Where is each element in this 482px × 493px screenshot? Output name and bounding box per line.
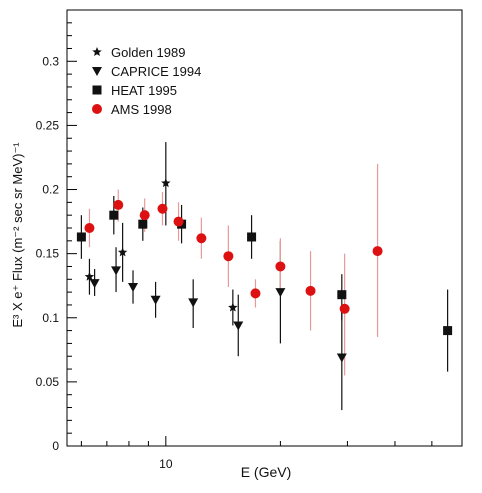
legend-label: CAPRICE 1994 [111, 64, 201, 79]
x-axis-label: E (GeV) [241, 464, 292, 480]
y-axis-ticks: 0 0.05 0.1 0.15 0.2 0.25 0.3 [36, 9, 77, 453]
legend-marker [92, 47, 102, 57]
heat-1995-point [247, 232, 257, 242]
heat-1995-point [138, 219, 148, 229]
legend: Golden 1989 CAPRICE 1994 HEAT 1995 AMS 1998 [92, 45, 201, 117]
legend-marker [92, 85, 102, 95]
legend-marker [92, 67, 102, 76]
ams-1998-point [196, 233, 207, 244]
legend-marker [92, 104, 102, 114]
ams-1998-point [223, 251, 234, 262]
heat-1995-point [443, 326, 453, 336]
y-tick-label: 0.15 [36, 247, 60, 261]
caprice-1994-point [150, 295, 161, 305]
caprice-1994-point [188, 298, 199, 308]
y-tick-label: 0.1 [42, 311, 59, 325]
ams-1998-point [139, 210, 150, 221]
ams-1998-point [173, 216, 184, 227]
caprice-1994-point [89, 279, 100, 289]
y-tick-label: 0.3 [42, 54, 59, 68]
error-bars [80, 142, 449, 411]
x-axis-ticks: 10 [80, 436, 463, 471]
heat-1995-point [76, 232, 86, 242]
ams-1998-point [339, 303, 350, 314]
ams-1998-point [250, 288, 261, 299]
y-tick-label: 0.25 [36, 118, 60, 132]
y-tick-label: 0.2 [42, 183, 59, 197]
ams-1998-point [157, 203, 168, 214]
ams-1998-point [305, 285, 316, 296]
caprice-1994-point [336, 353, 347, 363]
caprice-1994-point [233, 321, 244, 331]
golden-1989-point [117, 247, 128, 257]
ams-1998-point [275, 261, 286, 272]
ams-1998-point [113, 199, 124, 210]
caprice-1994-point [111, 266, 122, 276]
ams-1998-point [84, 223, 95, 233]
y-axis-label: E³ X e⁺ Flux (m⁻² sec sr MeV)⁻¹ [10, 142, 25, 328]
x-tick-label: 10 [159, 457, 173, 471]
golden-1989-point [228, 302, 238, 312]
heat-1995-point [337, 290, 347, 300]
legend-label: HEAT 1995 [111, 83, 177, 98]
legend-label: AMS 1998 [111, 102, 172, 117]
y-tick-label: 0 [52, 439, 59, 453]
ams-1998-point [372, 246, 383, 257]
y-tick-label: 0.05 [36, 375, 60, 389]
data-markers [76, 178, 453, 363]
caprice-1994-point [275, 288, 286, 298]
golden-1989-point [161, 178, 171, 188]
heat-1995-point [109, 210, 119, 220]
legend-label: Golden 1989 [111, 45, 185, 60]
golden-1989-point [84, 271, 95, 281]
caprice-1994-point [128, 282, 139, 292]
